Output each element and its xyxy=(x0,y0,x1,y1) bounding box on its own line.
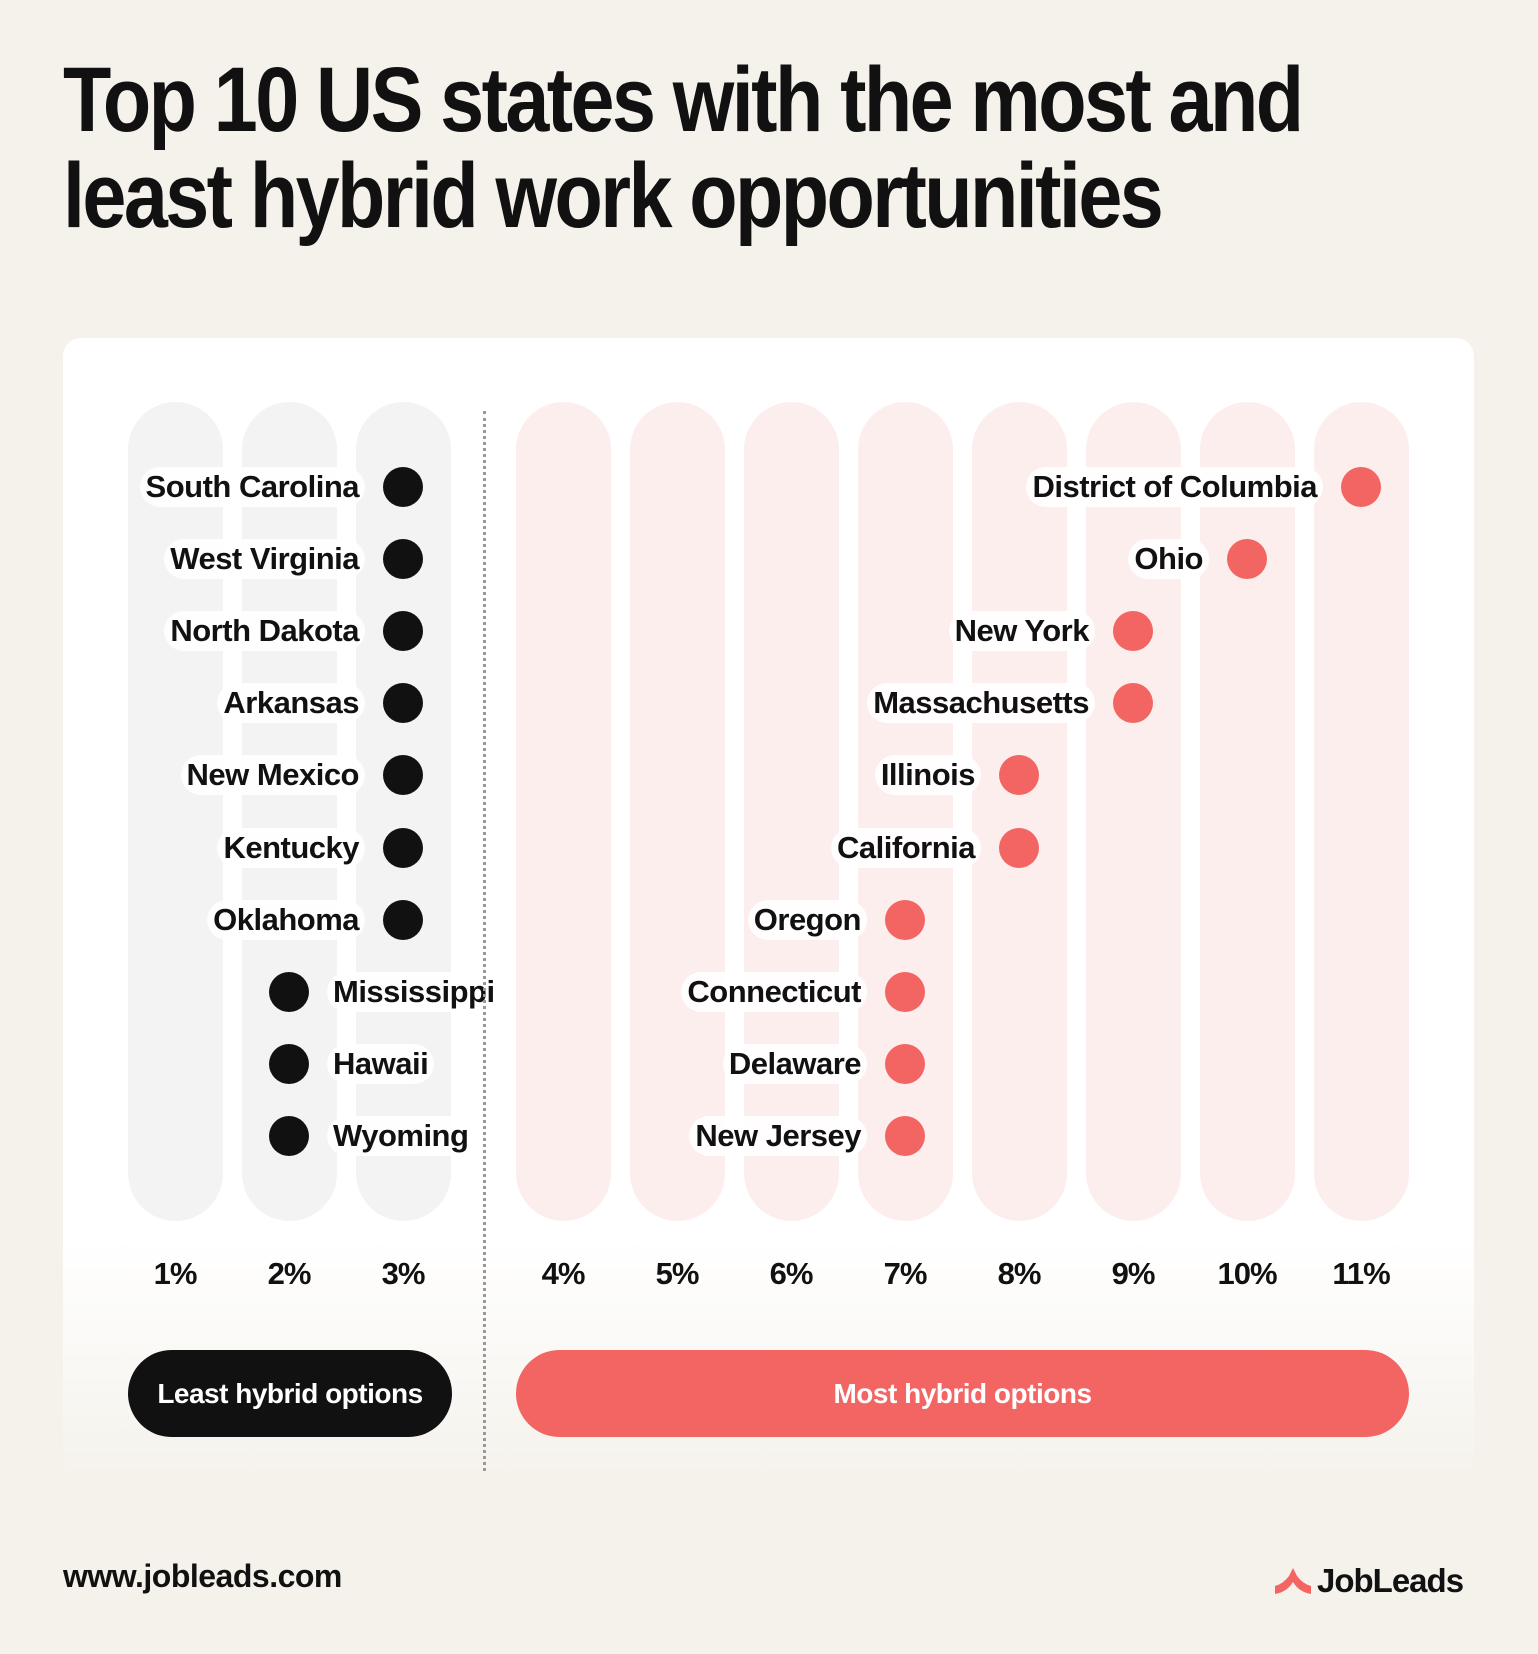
state-label: Mississippi xyxy=(327,971,501,1012)
x-tick-label: 1% xyxy=(153,1256,198,1291)
data-point xyxy=(1341,467,1381,507)
data-point xyxy=(383,899,423,940)
x-tick-label: 10% xyxy=(1217,1256,1277,1291)
jobleads-logo: JobLeads xyxy=(1275,1562,1464,1600)
data-point xyxy=(1113,683,1153,724)
column-track xyxy=(127,402,223,1221)
state-label: Illinois xyxy=(874,755,981,796)
state-label: New Jersey xyxy=(689,1115,867,1156)
x-tick-label: 7% xyxy=(883,1256,928,1291)
x-tick-label: 11% xyxy=(1332,1256,1390,1291)
data-point xyxy=(383,827,423,868)
column-track xyxy=(857,402,953,1221)
data-point xyxy=(383,539,423,580)
column-track xyxy=(743,402,839,1221)
data-point xyxy=(1113,611,1153,652)
data-point xyxy=(269,1115,309,1156)
state-label: North Dakota xyxy=(164,611,365,652)
legend-least-hybrid: Least hybrid options xyxy=(128,1350,452,1437)
x-tick-label: 8% xyxy=(997,1256,1042,1291)
title-line-2: least hybrid work opportunities xyxy=(63,145,1164,247)
data-point xyxy=(885,971,925,1012)
state-label: Delaware xyxy=(722,1043,867,1084)
data-point xyxy=(885,1043,925,1084)
state-label: Hawaii xyxy=(327,1043,435,1084)
title-line-1: Top 10 US states with the most and xyxy=(63,49,1304,151)
jobleads-logo-icon xyxy=(1275,1568,1311,1594)
legend-most-hybrid: Most hybrid options xyxy=(516,1350,1409,1437)
state-label: New York xyxy=(948,611,1095,652)
data-point xyxy=(269,1043,309,1084)
x-tick-label: 5% xyxy=(655,1256,700,1291)
data-point xyxy=(999,755,1039,796)
data-point xyxy=(1227,539,1267,580)
column-track xyxy=(629,402,725,1221)
state-label: District of Columbia xyxy=(1026,467,1323,507)
state-label: Oregon xyxy=(747,899,867,940)
state-label: Oklahoma xyxy=(207,899,365,940)
footer-url[interactable]: www.jobleads.com xyxy=(63,1558,342,1594)
data-point xyxy=(383,467,423,507)
state-label: Kentucky xyxy=(217,827,365,868)
state-label: Wyoming xyxy=(327,1115,475,1156)
state-label: New Mexico xyxy=(180,755,365,796)
divider-line xyxy=(483,411,486,1471)
logo-text: JobLeads xyxy=(1317,1562,1464,1599)
column-track xyxy=(1085,402,1181,1221)
column-track xyxy=(355,402,451,1221)
column-track xyxy=(971,402,1067,1221)
state-label: Ohio xyxy=(1128,539,1209,580)
state-label: South Carolina xyxy=(139,467,365,507)
state-label: Arkansas xyxy=(217,683,365,724)
data-point xyxy=(885,899,925,940)
state-label: Massachusetts xyxy=(867,683,1095,724)
x-tick-label: 2% xyxy=(267,1256,312,1291)
x-tick-label: 9% xyxy=(1111,1256,1156,1291)
data-point xyxy=(383,683,423,724)
data-point xyxy=(999,827,1039,868)
x-tick-label: 4% xyxy=(541,1256,586,1291)
chart-title: Top 10 US states with the most and least… xyxy=(63,49,1304,247)
x-tick-label: 3% xyxy=(381,1256,426,1291)
data-point xyxy=(383,755,423,796)
state-label: California xyxy=(831,827,981,868)
column-track xyxy=(241,402,337,1221)
data-point xyxy=(383,611,423,652)
state-label: Connecticut xyxy=(681,971,867,1012)
data-point xyxy=(885,1115,925,1156)
state-label: West Virginia xyxy=(164,539,365,580)
column-track xyxy=(1313,402,1409,1221)
x-tick-label: 6% xyxy=(769,1256,814,1291)
data-point xyxy=(269,971,309,1012)
column-track xyxy=(1199,402,1295,1221)
column-track xyxy=(515,402,611,1221)
